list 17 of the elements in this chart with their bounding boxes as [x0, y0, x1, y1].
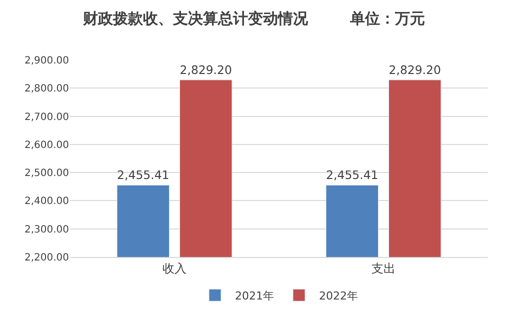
data-label: 2,455.41 [326, 168, 378, 182]
y-tick-label: 2,500.00 [24, 168, 69, 180]
y-tick-label: 2,900.00 [24, 56, 69, 66]
data-label: 2,829.20 [180, 62, 232, 77]
y-tick-label: 2,300.00 [24, 224, 69, 236]
y-tick-label: 2,200.00 [24, 252, 69, 264]
data-label: 2,829.20 [388, 62, 441, 77]
x-tick-label: 支出 [372, 261, 396, 276]
chart-title: 财政拨款收、支决算总计变动情况 单位：万元 [82, 9, 425, 28]
y-tick-label: 2,700.00 [24, 112, 69, 123]
data-label: 2,455.41 [117, 168, 170, 182]
y-tick-label: 2,800.00 [24, 84, 69, 95]
y-tick-label: 2,400.00 [24, 196, 69, 208]
legend-label: 2022年 [319, 289, 358, 302]
legend-label: 2021年 [235, 289, 274, 302]
x-tick-label: 收入 [162, 261, 186, 276]
y-tick-label: 2,600.00 [24, 140, 69, 151]
